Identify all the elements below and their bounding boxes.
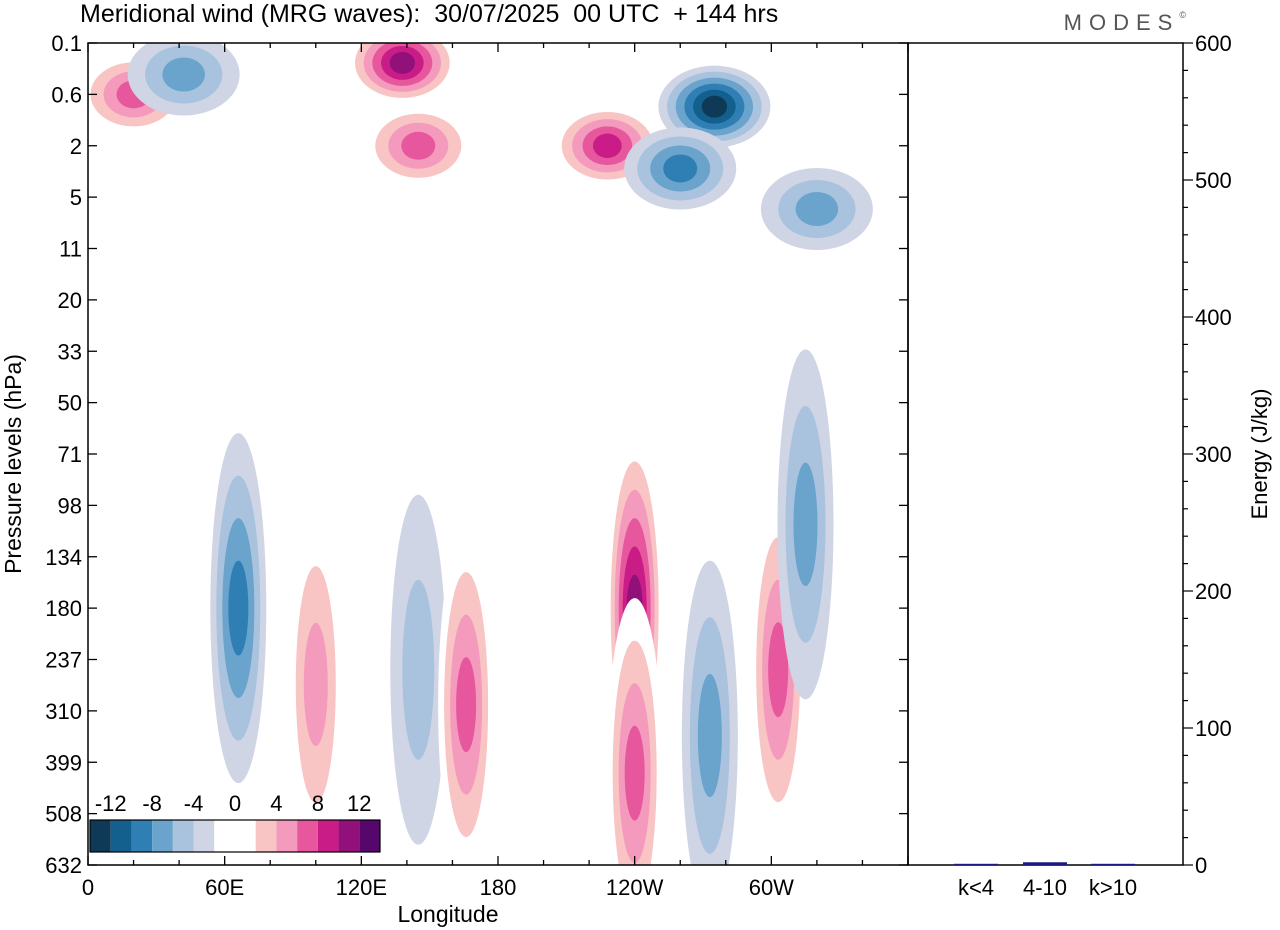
energy-category-label: k>10 bbox=[1089, 875, 1137, 900]
energy-bar bbox=[1091, 863, 1135, 865]
x-tick-label: 0 bbox=[82, 875, 94, 900]
y-tick-label: 33 bbox=[58, 339, 82, 364]
colorbar-cell bbox=[235, 820, 256, 852]
colorbar-label: 12 bbox=[347, 791, 371, 816]
colorbar-cell bbox=[110, 820, 132, 852]
energy-frame bbox=[907, 42, 1184, 866]
wind-feature bbox=[658, 65, 771, 148]
wind-feature bbox=[390, 494, 447, 845]
colorbar-cell bbox=[338, 820, 360, 852]
x-tick-label: 120W bbox=[606, 875, 664, 900]
colorbar-label: -8 bbox=[142, 791, 162, 816]
colorbar-cell bbox=[214, 820, 235, 852]
wind-contour bbox=[402, 579, 435, 760]
wind-feature bbox=[606, 598, 663, 865]
wind-contour bbox=[592, 133, 622, 158]
energy-bar bbox=[954, 863, 998, 865]
wind-contour bbox=[795, 192, 839, 227]
wind-feature bbox=[346, 43, 459, 104]
wind-feature bbox=[287, 509, 344, 860]
x-axis-label: Longitude bbox=[397, 901, 498, 927]
chart-title: Meridional wind (MRG waves): 30/07/2025 … bbox=[80, 0, 779, 28]
y-tick-label: 134 bbox=[45, 545, 82, 570]
wind-feature bbox=[127, 43, 240, 116]
y-tick-label: 20 bbox=[58, 288, 82, 313]
wind-feature bbox=[624, 127, 737, 210]
energy-category-label: 4-10 bbox=[1023, 875, 1067, 900]
energy-tick-label: 0 bbox=[1195, 853, 1207, 878]
wind-contour bbox=[768, 622, 789, 718]
wind-feature bbox=[210, 433, 267, 784]
wind-contour bbox=[303, 622, 328, 747]
colorbar: -12 -8 -4 0 4 8 12 bbox=[89, 791, 381, 853]
heatmap-area bbox=[88, 43, 873, 865]
y-tick-label: 310 bbox=[45, 699, 82, 724]
colorbar-cell bbox=[255, 820, 277, 852]
energy-tick-label: 100 bbox=[1195, 716, 1232, 741]
wind-contour bbox=[624, 725, 645, 821]
y-tick-label: 71 bbox=[58, 442, 82, 467]
y-tick-label: 399 bbox=[45, 750, 82, 775]
colorbar-cell bbox=[359, 820, 380, 852]
colorbar-cell bbox=[317, 820, 339, 852]
colorbar-cell bbox=[90, 820, 111, 852]
energy-axes: 0 100 200 300 400 500 600 Energy (J/kg) k<4 4-10 k… bbox=[954, 31, 1272, 900]
x-tick-label: 60W bbox=[749, 875, 794, 900]
colorbar-cell bbox=[193, 820, 215, 852]
energy-tick-label: 300 bbox=[1195, 442, 1232, 467]
wind-feature bbox=[438, 529, 495, 865]
wind-feature bbox=[777, 349, 834, 700]
y-tick-label: 5 bbox=[70, 185, 82, 210]
modes-logo: MODES© bbox=[1064, 10, 1186, 36]
x-tick-label: 60E bbox=[205, 875, 244, 900]
wind-feature bbox=[760, 168, 873, 251]
colorbar-cell bbox=[276, 820, 298, 852]
heatmap-axes: 0 60E 120E 180 120W 60W Longitude 0.1 0.6 2 5 11 20 3… bbox=[0, 31, 909, 927]
wind-contour bbox=[793, 462, 818, 587]
y-tick-label: 0.6 bbox=[51, 82, 82, 107]
energy-axis-label: Energy (J/kg) bbox=[1247, 389, 1272, 520]
colorbar-label: 0 bbox=[229, 791, 241, 816]
y-tick-label: 2 bbox=[70, 134, 82, 159]
colorbar-cell bbox=[172, 820, 194, 852]
brand-text: MODES bbox=[1063, 10, 1180, 35]
wind-contour bbox=[456, 657, 477, 753]
y-tick-label: 50 bbox=[58, 391, 82, 416]
energy-tick-label: 500 bbox=[1195, 168, 1232, 193]
energy-tick-label: 600 bbox=[1195, 31, 1232, 56]
brand-mark: © bbox=[1179, 10, 1186, 20]
colorbar-label: -12 bbox=[95, 791, 127, 816]
y-axis-label: Pressure levels (hPa) bbox=[0, 354, 26, 574]
y-tick-label: 11 bbox=[59, 237, 82, 262]
energy-bar bbox=[1023, 862, 1067, 865]
colorbar-frame bbox=[89, 819, 381, 853]
wind-contour bbox=[701, 95, 728, 118]
x-tick-label: 120E bbox=[336, 875, 387, 900]
colorbar-cell bbox=[297, 820, 318, 852]
colorbar-label: -4 bbox=[184, 791, 204, 816]
wind-contour bbox=[389, 51, 416, 74]
y-tick-label: 180 bbox=[45, 596, 82, 621]
y-tick-label: 508 bbox=[45, 802, 82, 827]
wind-contour bbox=[401, 131, 436, 160]
energy-category-label: k<4 bbox=[958, 875, 994, 900]
colorbar-cell bbox=[152, 820, 173, 852]
y-tick-label: 632 bbox=[45, 853, 82, 878]
wind-contour bbox=[697, 673, 722, 798]
wind-feature bbox=[681, 560, 738, 865]
energy-tick-label: 400 bbox=[1195, 305, 1232, 330]
wind-contour bbox=[162, 57, 206, 92]
wind-contour bbox=[663, 154, 698, 183]
y-tick-label: 237 bbox=[45, 648, 82, 673]
energy-tick-label: 200 bbox=[1195, 579, 1232, 604]
colorbar-label: 8 bbox=[312, 791, 324, 816]
x-tick-label: 180 bbox=[480, 875, 517, 900]
colorbar-cell bbox=[131, 820, 153, 852]
y-tick-label: 98 bbox=[58, 493, 82, 518]
y-tick-label: 0.1 bbox=[51, 31, 82, 56]
wind-contour bbox=[228, 560, 249, 656]
colorbar-label: 4 bbox=[270, 791, 282, 816]
wind-feature bbox=[362, 104, 475, 187]
